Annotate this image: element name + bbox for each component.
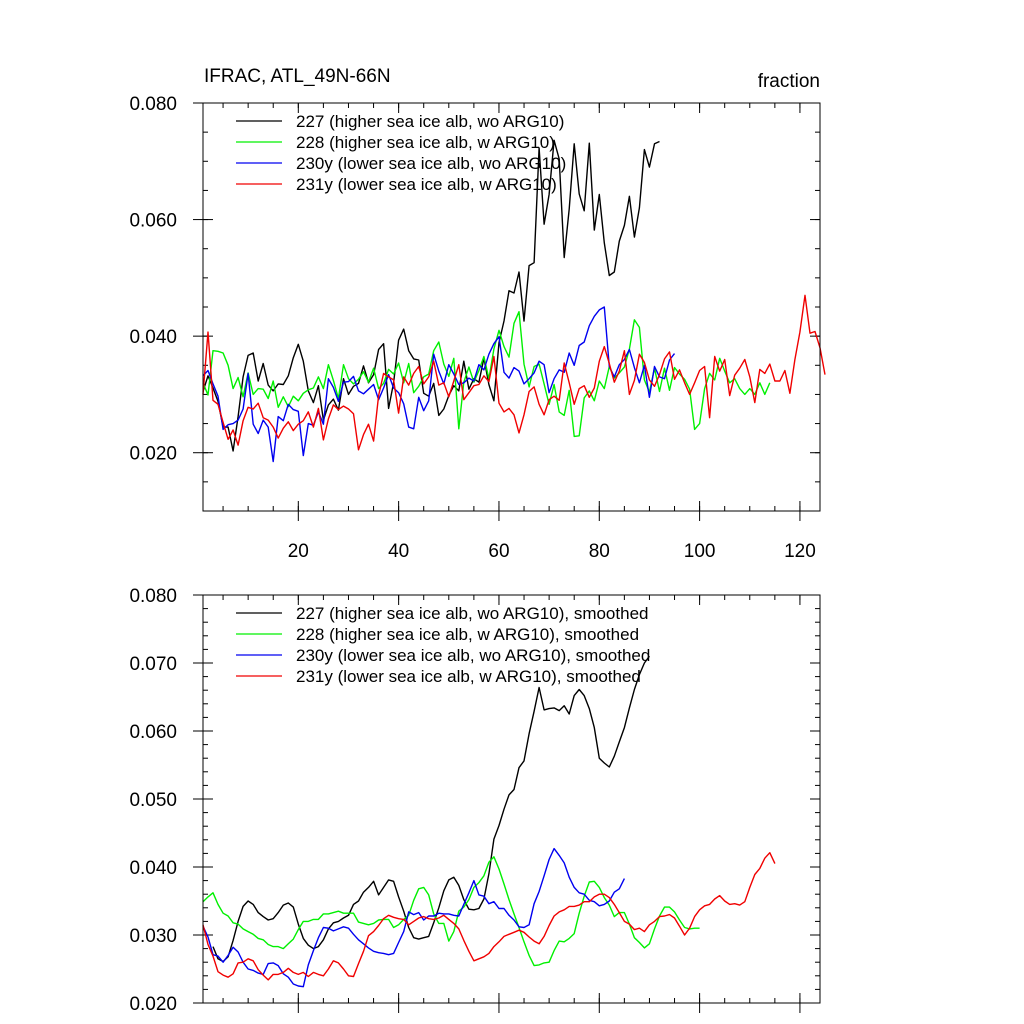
series-line-227: [202, 139, 660, 452]
x-tick-label: 60: [488, 541, 509, 562]
legend-label-230y-smoothed: 230y (lower sea ice alb, wo ARG10), smoo…: [296, 646, 650, 665]
top-series-layer: [202, 139, 826, 463]
legend-label-231y-smoothed: 231y (lower sea ice alb, w ARG10), smoot…: [296, 667, 641, 686]
top-axis-ticks: 0.020 0.040 0.060 0.080 20 40 60 80 100 120: [129, 94, 820, 562]
bottom-panel: 0.020 0.030 0.040 0.050 0.060 0.070 0.080 227 …: [129, 586, 821, 1015]
y-tick-label: 0.040: [129, 858, 177, 879]
series-line-230y-smoothed: [202, 847, 626, 988]
x-tick-label: 40: [388, 541, 409, 562]
bottom-series-layer: [202, 655, 776, 988]
top-chart-title: IFRAC, ATL_49N-66N: [204, 66, 391, 87]
y-tick-label: 0.070: [129, 654, 177, 675]
bottom-plot-frame: [202, 594, 821, 1004]
top-legend: 227 (higher sea ice alb, wo ARG10) 228 (…: [236, 112, 566, 194]
legend-label-227: 227 (higher sea ice alb, wo ARG10): [296, 112, 564, 131]
y-tick-label: 0.020: [129, 994, 177, 1015]
y-tick-label: 0.080: [129, 586, 177, 607]
bottom-legend: 227 (higher sea ice alb, wo ARG10), smoo…: [236, 604, 650, 686]
series-line-231y: [202, 294, 826, 451]
legend-label-231y: 231y (lower sea ice alb, w ARG10): [296, 175, 557, 194]
series-line-227-smoothed: [212, 655, 650, 963]
x-tick-label: 20: [288, 541, 309, 562]
bottom-axis-ticks: 0.020 0.030 0.040 0.050 0.060 0.070 0.080: [129, 586, 820, 1015]
y-tick-label: 0.080: [129, 94, 177, 115]
top-panel: IFRAC, ATL_49N-66N fraction 0.0200.0400.…: [129, 66, 826, 562]
top-chart-units: fraction: [758, 71, 820, 92]
series-line-230y: [202, 306, 676, 463]
legend-label-230y: 230y (lower sea ice alb, wo ARG10): [296, 154, 566, 173]
y-tick-label: 0.060: [129, 211, 177, 232]
top-plot-frame: [202, 102, 821, 512]
x-tick-label: 120: [784, 541, 816, 562]
y-tick-label: 0.050: [129, 790, 177, 811]
x-tick-label: 80: [589, 541, 610, 562]
y-tick-label: 0.030: [129, 926, 177, 947]
legend-label-228-smoothed: 228 (higher sea ice alb, w ARG10), smoot…: [296, 625, 639, 644]
y-tick-label: 0.020: [129, 444, 177, 465]
series-line-228-smoothed: [202, 856, 700, 967]
series-line-231y-smoothed: [202, 852, 776, 981]
series-line-228: [202, 311, 771, 438]
y-tick-label: 0.040: [129, 327, 177, 348]
x-tick-label: 100: [684, 541, 716, 562]
y-tick-label: 0.060: [129, 722, 177, 743]
legend-label-227-smoothed: 227 (higher sea ice alb, wo ARG10), smoo…: [296, 604, 648, 623]
legend-label-228: 228 (higher sea ice alb, w ARG10): [296, 133, 555, 152]
